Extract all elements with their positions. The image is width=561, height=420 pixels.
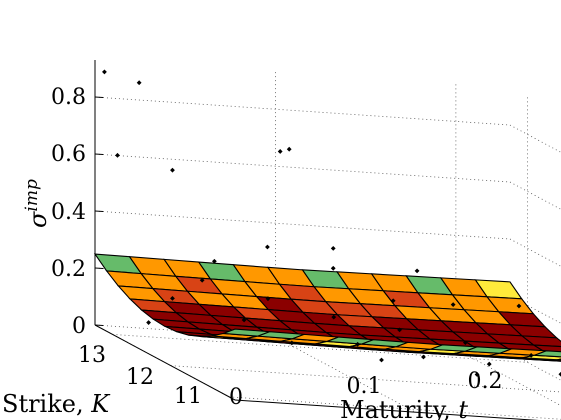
scatter-point — [146, 320, 151, 325]
x-tick-label: 0 — [229, 385, 243, 410]
scatter-point — [102, 69, 107, 75]
scatter-point — [170, 296, 175, 301]
grid-lines — [94, 60, 561, 420]
z-tick-label: 0.8 — [51, 85, 86, 110]
scatter-point — [286, 146, 292, 152]
z-tick-label: 0 — [72, 314, 86, 339]
scatter-point — [397, 327, 402, 333]
scatter-point — [558, 371, 561, 377]
scatter-point — [211, 258, 217, 264]
z-tick — [94, 210, 104, 213]
surface-patch — [557, 358, 561, 361]
y-axis-label: Strike, K — [2, 390, 111, 418]
surface-patch — [534, 350, 561, 358]
grid-line — [275, 336, 416, 413]
scatter-point — [199, 277, 205, 283]
grid-line — [94, 153, 511, 183]
scatter-point — [136, 80, 142, 86]
scatter-point — [486, 361, 492, 367]
z-tick — [94, 324, 104, 326]
scatter-point — [330, 245, 336, 251]
scatter-point — [115, 152, 120, 158]
z-tick-label: 0.2 — [51, 257, 86, 282]
scatter-point — [170, 167, 175, 173]
scatter-point — [516, 303, 522, 309]
scatter-point — [277, 149, 283, 154]
scatter-point — [330, 265, 336, 271]
scatter-point — [379, 357, 384, 363]
scatter-point — [265, 244, 270, 250]
axes — [94, 60, 539, 420]
z-axis-label: σimp — [22, 179, 52, 228]
x-tick-label: 0.2 — [468, 369, 503, 394]
scatter-point — [462, 340, 468, 346]
z-tick — [94, 267, 104, 270]
y-tick-label: 13 — [78, 343, 106, 368]
scatter-point — [241, 317, 247, 323]
z-tick-label: 0.6 — [51, 142, 86, 167]
grid-line — [509, 124, 561, 153]
data-points — [102, 69, 561, 377]
scatter-point — [355, 341, 361, 347]
scatter-point — [414, 268, 420, 274]
scatter-point — [528, 352, 534, 358]
z-tick — [94, 153, 104, 156]
grid-line — [94, 96, 511, 126]
surface-patch — [520, 335, 561, 348]
y-tick-label: 12 — [126, 365, 154, 390]
x-axis-line — [234, 399, 539, 420]
y-tick-label: 11 — [174, 384, 202, 409]
z-tick — [94, 96, 104, 99]
grid-line — [509, 352, 561, 381]
y-axis-line — [94, 324, 236, 401]
grid-line — [94, 210, 511, 240]
scatter-point — [421, 354, 426, 360]
volatility-surface — [93, 253, 561, 362]
x-tick-label: 0.1 — [347, 374, 382, 399]
z-tick-label: 0.4 — [51, 200, 86, 225]
scatter-point — [289, 340, 295, 346]
surface-patch — [545, 359, 561, 362]
x-axis-label: Maturity, t — [340, 396, 468, 420]
scatter-point — [450, 302, 456, 308]
scatter-point — [265, 296, 271, 302]
scatter-point — [331, 314, 337, 320]
scatter-point — [390, 298, 396, 304]
grid-line — [509, 181, 561, 210]
scatter-point — [474, 372, 480, 377]
